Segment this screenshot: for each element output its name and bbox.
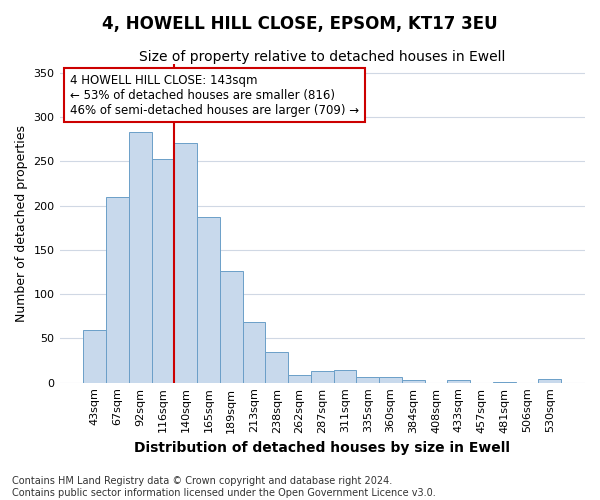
Text: Contains HM Land Registry data © Crown copyright and database right 2024.
Contai: Contains HM Land Registry data © Crown c… bbox=[12, 476, 436, 498]
Title: Size of property relative to detached houses in Ewell: Size of property relative to detached ho… bbox=[139, 50, 505, 64]
Bar bbox=[175, 143, 197, 382]
Bar bbox=[288, 374, 311, 382]
Bar bbox=[538, 379, 561, 382]
Bar bbox=[265, 352, 288, 382]
Text: 4, HOWELL HILL CLOSE, EPSOM, KT17 3EU: 4, HOWELL HILL CLOSE, EPSOM, KT17 3EU bbox=[102, 15, 498, 33]
Bar bbox=[197, 217, 220, 382]
Bar bbox=[379, 378, 402, 382]
Bar bbox=[129, 132, 152, 382]
Bar bbox=[242, 322, 265, 382]
Bar bbox=[220, 271, 242, 382]
Bar bbox=[402, 380, 425, 382]
Text: 4 HOWELL HILL CLOSE: 143sqm
← 53% of detached houses are smaller (816)
46% of se: 4 HOWELL HILL CLOSE: 143sqm ← 53% of det… bbox=[70, 74, 359, 116]
Bar bbox=[106, 197, 129, 382]
Bar bbox=[152, 158, 175, 382]
X-axis label: Distribution of detached houses by size in Ewell: Distribution of detached houses by size … bbox=[134, 441, 510, 455]
Bar bbox=[356, 378, 379, 382]
Bar bbox=[83, 330, 106, 382]
Bar bbox=[311, 371, 334, 382]
Bar bbox=[334, 370, 356, 382]
Y-axis label: Number of detached properties: Number of detached properties bbox=[15, 125, 28, 322]
Bar bbox=[448, 380, 470, 382]
